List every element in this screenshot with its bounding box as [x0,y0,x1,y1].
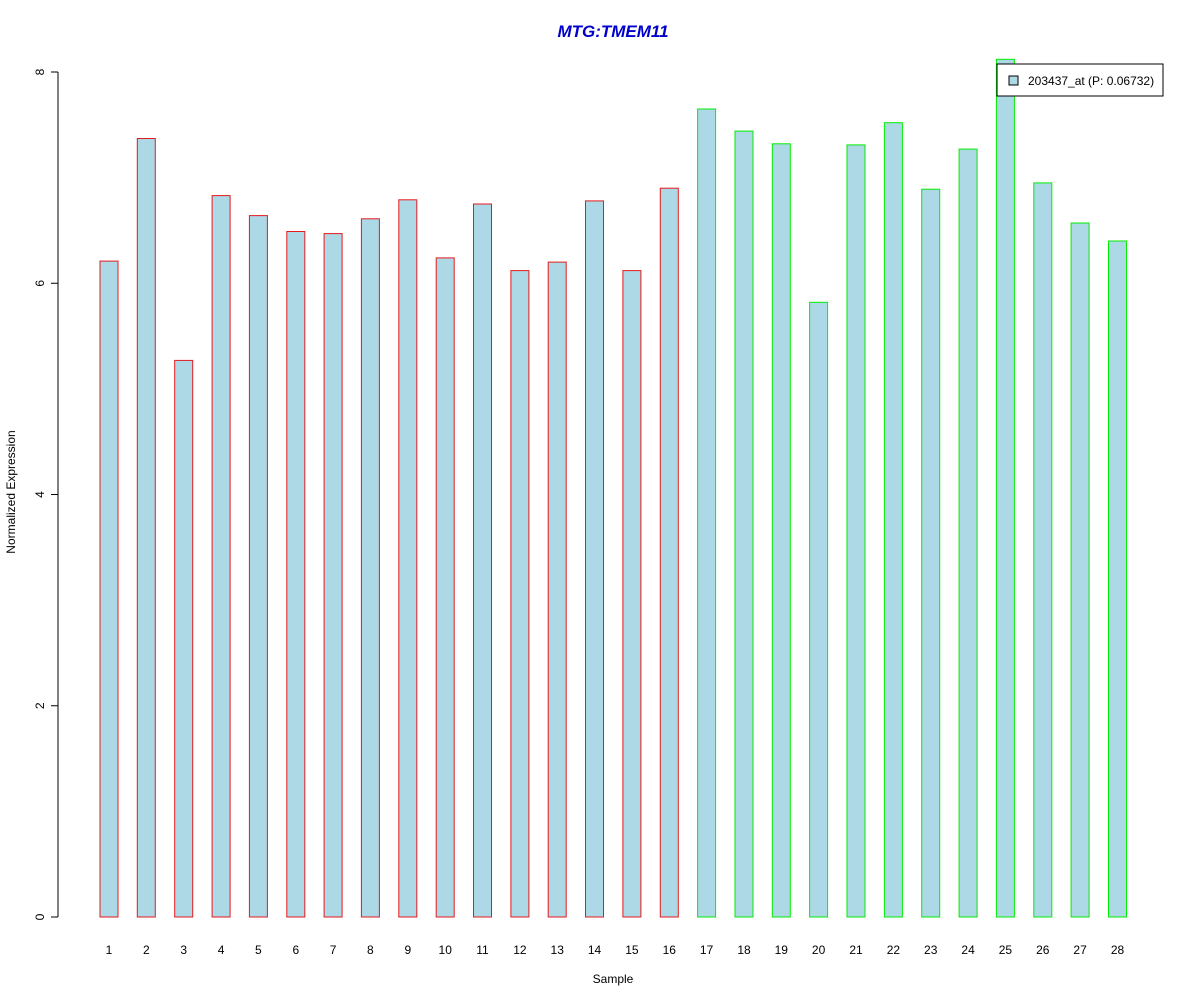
y-axis-label: Normalized Expression [4,430,18,553]
bar-sample-11 [473,203,492,918]
bar-sample-27 [1070,222,1090,918]
x-tick-label: 28 [1111,943,1125,957]
x-tick-label: 23 [924,943,938,957]
x-tick-label: 17 [700,943,714,957]
legend-box [996,63,1164,97]
bar-sample-6 [286,231,306,918]
bars-group [99,58,1127,918]
x-tick-labels: 1 2 3 4 5 6 7 8 9 10 11 12 13 14 15 16 17 18 19 20 21 22 23 24 2… [106,943,1125,957]
bar-sample-7 [323,233,343,918]
bar-sample-17 [697,108,717,918]
bar-sample-24 [958,148,978,918]
x-tick-label: 24 [961,943,975,957]
bar-sample-12 [510,270,530,918]
x-tick-label: 1 [106,943,113,957]
x-tick-label: 2 [143,943,150,957]
bar-sample-1 [99,260,119,918]
x-tick-label: 16 [663,943,677,957]
y-tick-label: 2 [33,702,47,709]
bar-sample-19 [771,143,791,918]
x-tick-label: 11 [476,943,489,957]
x-tick-label: 3 [180,943,187,957]
bar-sample-8 [360,218,380,918]
legend-label: 203437_at (P: 0.06732) [1028,74,1154,88]
bar-sample-14 [585,200,604,918]
bar-sample-20 [809,301,829,918]
bar-sample-21 [846,144,866,918]
bar-sample-9 [398,199,418,918]
bar-sample-25 [995,58,1015,918]
bar-sample-5 [248,215,268,918]
bar-sample-18 [734,130,754,918]
x-tick-label: 5 [255,943,262,957]
y-axis: 0 2 4 6 8 [33,68,59,920]
bar-sample-3 [174,359,194,918]
x-tick-label: 8 [367,943,374,957]
bar-sample-23 [921,188,941,918]
bar-sample-22 [883,122,903,918]
x-tick-label: 4 [218,943,225,957]
x-tick-label: 22 [887,943,901,957]
bar-sample-16 [659,187,679,918]
x-axis-label: Sample [593,972,634,986]
y-tick-label: 4 [33,491,47,498]
x-tick-label: 13 [551,943,565,957]
x-tick-label: 6 [292,943,299,957]
chart-title: MTG:TMEM11 [557,22,668,41]
x-tick-label: 19 [775,943,789,957]
x-tick-label: 25 [999,943,1013,957]
y-tick-label: 8 [33,68,47,75]
x-tick-label: 20 [812,943,826,957]
x-tick-label: 10 [439,943,453,957]
bar-sample-10 [435,257,455,918]
x-tick-label: 14 [588,943,602,957]
x-tick-label: 27 [1073,943,1087,957]
bar-sample-13 [547,261,567,918]
bar-sample-4 [211,195,231,918]
legend-swatch [1008,75,1019,86]
x-tick-label: 12 [513,943,527,957]
x-tick-label: 26 [1036,943,1050,957]
y-tick-label: 0 [33,913,47,920]
bar-sample-28 [1108,240,1127,918]
x-tick-label: 18 [737,943,751,957]
x-tick-label: 7 [330,943,337,957]
x-tick-label: 9 [404,943,411,957]
bar-sample-15 [622,270,642,918]
y-tick-label: 6 [33,280,47,287]
x-tick-label: 15 [625,943,639,957]
x-tick-label: 21 [849,943,863,957]
legend: 203437_at (P: 0.06732) [996,63,1164,97]
bar-sample-2 [136,138,156,918]
bar-sample-26 [1033,182,1053,918]
